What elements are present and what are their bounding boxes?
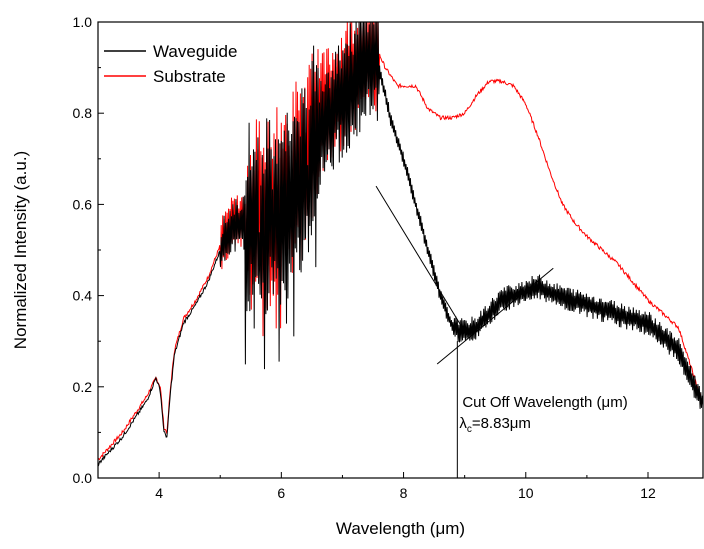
annotation-cutoff-title: Cut Off Wavelength (μm) bbox=[462, 394, 627, 411]
x-tick-label: 6 bbox=[277, 485, 285, 501]
ticks-layer: 4 6 8 10 12 0.0 0.2 0.4 0.6 0.8 1.0 bbox=[73, 14, 656, 501]
tangent-line-1 bbox=[436, 267, 554, 365]
annotation-cutoff-value: λc=8.83μm bbox=[459, 415, 531, 435]
x-tick-label: 8 bbox=[400, 485, 408, 501]
x-axis-label: Wavelength (μm) bbox=[336, 519, 465, 538]
y-tick-label: 0.4 bbox=[73, 288, 93, 304]
y-tick-label: 0.8 bbox=[73, 105, 93, 121]
annotation-lambda: λ bbox=[459, 415, 467, 432]
x-tick-label: 12 bbox=[640, 485, 656, 501]
legend: Waveguide Substrate bbox=[104, 42, 237, 86]
x-tick-label: 10 bbox=[518, 485, 534, 501]
legend-label-waveguide: Waveguide bbox=[153, 42, 237, 61]
annotation-lines bbox=[375, 185, 554, 478]
y-axis-label: Normalized Intensity (a.u.) bbox=[11, 151, 30, 349]
y-tick-label: 0.6 bbox=[73, 196, 93, 212]
y-tick-label: 0.2 bbox=[73, 379, 93, 395]
y-tick-label: 0.0 bbox=[73, 470, 93, 486]
tangent-line-0 bbox=[375, 185, 469, 337]
annotation-value: =8.83μm bbox=[472, 415, 531, 432]
y-tick-label: 1.0 bbox=[73, 14, 93, 30]
series-line-substrate bbox=[98, 22, 703, 461]
series-layer bbox=[98, 22, 703, 467]
legend-label-substrate: Substrate bbox=[153, 67, 226, 86]
annotation-subscript: c bbox=[467, 424, 472, 435]
series-line-waveguide bbox=[98, 22, 703, 467]
x-tick-label: 4 bbox=[155, 485, 163, 501]
